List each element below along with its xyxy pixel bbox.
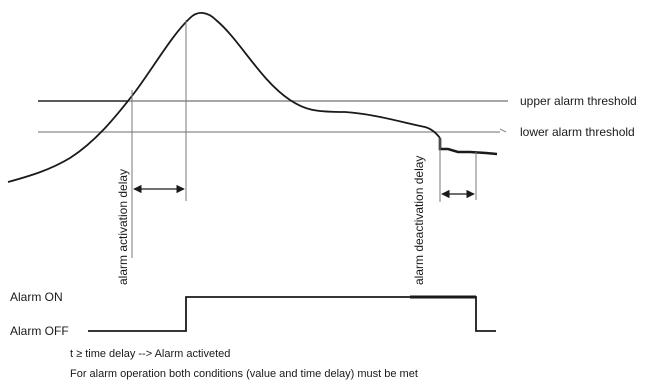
lower-threshold-end-tick: [499, 128, 507, 133]
conditions-note: For alarm operation both conditions (val…: [70, 368, 418, 380]
signal-curve-tail: [438, 138, 498, 156]
upper-threshold-label: upper alarm threshold: [520, 94, 637, 108]
alarm-state-signal: [88, 296, 496, 332]
signal-curve: [7, 12, 441, 183]
alarm-off-label: Alarm OFF: [10, 324, 69, 338]
deactivation-delay-label: alarm deactivation delay: [412, 156, 426, 285]
lower-threshold-label: lower alarm threshold: [520, 125, 635, 139]
alarm-on-label: Alarm ON: [10, 290, 63, 304]
time-delay-note: t ≥ time delay --> Alarm activeted: [70, 348, 230, 360]
activation-delay-label: alarm activation delay: [116, 169, 130, 285]
